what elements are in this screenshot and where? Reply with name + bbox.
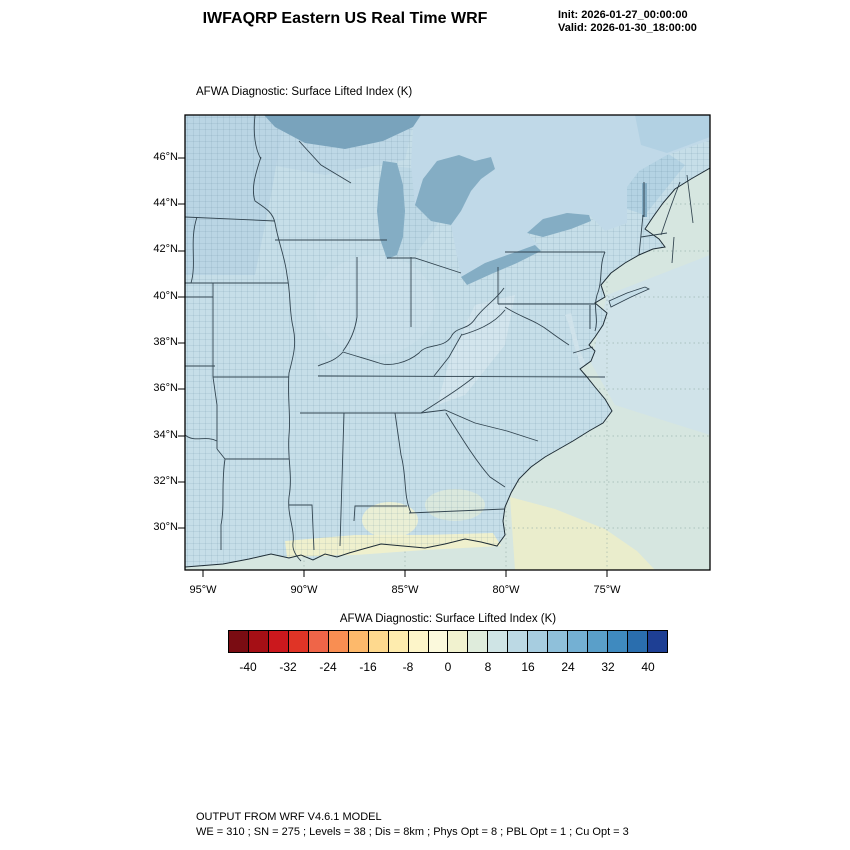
footer-config-line: WE = 310 ; SN = 275 ; Levels = 38 ; Dis …: [196, 826, 629, 838]
axis-tick-marks: [178, 157, 608, 577]
colorbar-box: [308, 631, 329, 652]
colorbar-tick-label: -8: [402, 660, 414, 674]
colorbar-tick-label: 0: [444, 660, 452, 674]
valid-time-label: Valid: 2026-01-30_18:00:00: [558, 22, 697, 34]
colorbar-box: [608, 631, 629, 652]
colorbar-box: [229, 631, 249, 652]
chesapeake-bay: [565, 313, 586, 367]
colorbar-box: [508, 631, 529, 652]
coastline: [185, 167, 710, 568]
footer-model-line: OUTPUT FROM WRF V4.6.1 MODEL: [196, 811, 382, 823]
colorbar-tick-label: 8: [484, 660, 492, 674]
colorbar-tick-label: -40: [239, 660, 257, 674]
lon-tick-label: 75°W: [593, 584, 621, 596]
colorbar-box: [648, 631, 667, 652]
lake-champlain: [642, 183, 647, 217]
state-boundaries: [185, 115, 694, 562]
lon-tick-label: 90°W: [290, 584, 318, 596]
colorbar-box: [448, 631, 469, 652]
page-title: IWFAQRP Eastern US Real Time WRF: [202, 10, 488, 27]
colorbar-box: [428, 631, 449, 652]
lat-tick-label: 42°N: [153, 243, 178, 255]
colorbar: [228, 630, 668, 653]
colorbar-tick-label: -32: [279, 660, 297, 674]
lon-tick-label: 80°W: [492, 584, 520, 596]
colorbar-box: [568, 631, 589, 652]
lat-tick-label: 30°N: [153, 521, 178, 533]
long-island: [608, 286, 650, 308]
colorbar-box: [328, 631, 349, 652]
colorbar-box: [348, 631, 369, 652]
lat-tick-label: 36°N: [153, 382, 178, 394]
colorbar-box: [368, 631, 389, 652]
colorbar-tick-label: -24: [319, 660, 337, 674]
lat-tick-label: 34°N: [153, 429, 178, 441]
lat-tick-label: 40°N: [153, 290, 178, 302]
colorbar-box: [588, 631, 609, 652]
colorbar-tick-label: 24: [561, 660, 575, 674]
lat-tick-label: 46°N: [153, 151, 178, 163]
map-title: AFWA Diagnostic: Surface Lifted Index (K…: [196, 86, 413, 98]
lat-tick-label: 44°N: [153, 197, 178, 209]
map-frame: [184, 114, 711, 571]
colorbar-box: [388, 631, 409, 652]
great-lakes: [264, 115, 647, 285]
colorbar-tick-label: 16: [521, 660, 535, 674]
colorbar-box: [268, 631, 289, 652]
colorbar-box: [468, 631, 489, 652]
colorbar-box: [488, 631, 509, 652]
colorbar-tick-label: 32: [601, 660, 615, 674]
lat-tick-label: 38°N: [153, 336, 178, 348]
lon-tick-label: 85°W: [391, 584, 419, 596]
colorbar-box: [248, 631, 269, 652]
colorbar-tick-label: -16: [359, 660, 377, 674]
colorbar-box: [628, 631, 649, 652]
colorbar-box: [528, 631, 549, 652]
wrf-map-figure: [178, 114, 711, 577]
colorbar-title: AFWA Diagnostic: Surface Lifted Index (K…: [339, 613, 557, 625]
colorbar-box: [548, 631, 569, 652]
init-time-label: Init: 2026-01-27_00:00:00: [558, 9, 688, 21]
footer: OUTPUT FROM WRF V4.6.1 MODEL WE = 310 ; …: [196, 810, 629, 840]
lon-tick-label: 95°W: [189, 584, 217, 596]
canada-region: [411, 115, 710, 277]
colorbar-box: [408, 631, 429, 652]
colorbar-tick-label: 40: [641, 660, 655, 674]
colorbar-box: [288, 631, 309, 652]
run-info: Init: 2026-01-27_00:00:00 Valid: 2026-01…: [558, 9, 697, 35]
ocean-warm-band: [510, 497, 655, 570]
lat-tick-label: 32°N: [153, 475, 178, 487]
